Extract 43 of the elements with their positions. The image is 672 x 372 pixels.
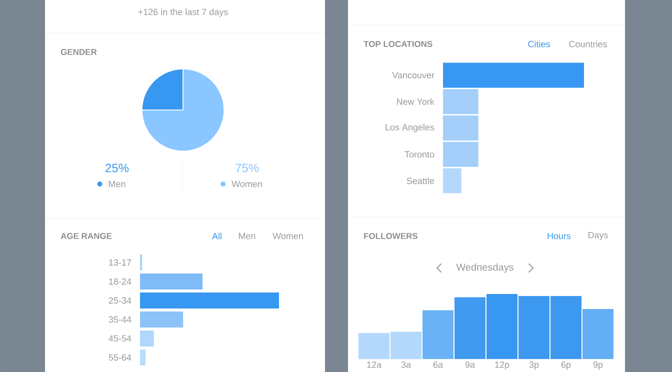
y-tick-label: 55-64 [108,354,132,361]
data-label: 25% [106,164,129,172]
bar [582,308,614,359]
y-tick-label: 13-17 [109,259,132,266]
y-tick-label: 18-24 [109,278,132,285]
y-tick-label: 45-54 [108,335,132,342]
text: Days [588,232,608,240]
x-tick-label: 6a [433,362,443,368]
text: +126 in the last 7 days [138,8,228,17]
legend-label: Women [232,180,262,188]
bar [140,311,184,328]
x-tick-label: 9a [465,362,475,368]
x-tick-label: 12p [495,362,510,370]
legend-label: Men [108,180,126,188]
x-tick-label: 3p [529,362,539,370]
bar [422,310,454,359]
text: Countries [569,40,607,48]
text: Women [272,232,303,240]
y-tick-label: 35-44 [108,316,132,323]
x-tick-label: 9p [593,362,603,370]
y-tick-label: Toronto [404,151,434,158]
text: All [212,232,222,240]
x-tick-label: 6p [561,362,571,370]
chart-title: FOLLOWERS [364,232,418,239]
bar [140,273,203,290]
text: Cities [528,40,550,48]
y-tick-label: Vancouver [392,72,434,78]
x-tick-label: 12a [367,362,382,368]
text: Men [238,232,256,240]
chart-subtitle: Wednesdays [456,263,514,273]
chart-title: GENDER [60,48,97,56]
y-tick-label: New York [397,98,434,105]
bar [140,292,280,308]
chart-title: AGE RANGE [60,232,112,239]
y-tick-label: Los Angeles [386,124,434,132]
chart-title: TOP LOCATIONS [364,40,432,48]
y-tick-label: 25-34 [108,297,132,304]
x-tick-label: 3a [401,362,411,368]
text: Hours [548,232,571,240]
bar [140,330,154,346]
y-tick-label: Seattle [406,177,434,184]
bar [140,349,146,366]
data-label: 75% [236,164,259,172]
